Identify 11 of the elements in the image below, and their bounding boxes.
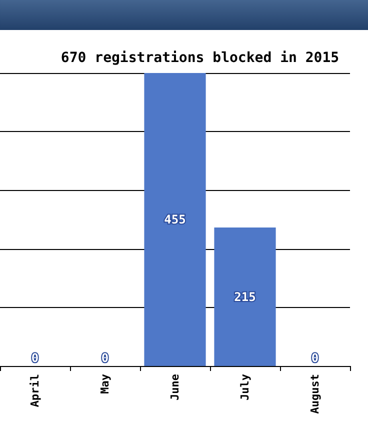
data-label: 0	[101, 351, 109, 365]
data-label: 0	[31, 351, 39, 365]
x-tick-label: May	[98, 374, 112, 394]
x-tick-label: August	[308, 374, 322, 414]
data-label: 215	[234, 290, 256, 304]
data-label: 455	[164, 212, 186, 226]
x-tick-label: April	[28, 374, 42, 408]
data-label: 0	[311, 351, 319, 365]
x-tick-label: July	[238, 374, 252, 400]
chart-title: 670 registrations blocked in 2015	[60, 50, 340, 66]
x-tick-label: June	[168, 374, 182, 400]
